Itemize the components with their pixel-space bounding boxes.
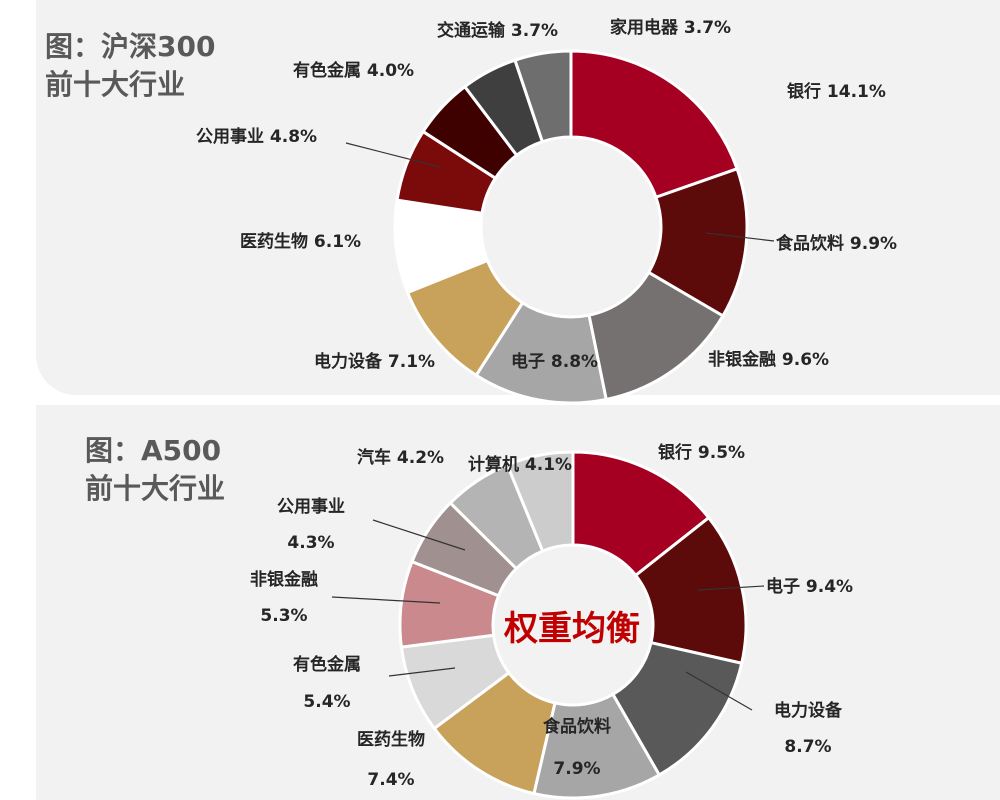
bottom-slice-label-2-1: 8.7%	[784, 737, 831, 757]
bottom-leader-line-5	[388, 667, 456, 677]
bottom-slice-label-6-0: 非银金融	[250, 569, 318, 590]
top-chart-heading: 图：沪深300 前十大行业	[45, 28, 215, 104]
bottom-leader-line-2	[685, 671, 753, 711]
bottom-slice-label-4-0: 医药生物	[357, 729, 425, 750]
top-slice-0	[569, 49, 740, 200]
top-slice-label-4-0: 电力设备 7.1%	[314, 351, 435, 372]
top-slice-label-3-0: 电子 8.8%	[511, 351, 598, 372]
bottom-slice-0	[571, 450, 711, 578]
bottom-slice-1	[633, 515, 748, 666]
bottom-slice-label-7-0: 公用事业	[277, 497, 345, 517]
bottom-slice-label-7-1: 4.3%	[287, 533, 334, 553]
bottom-slice-label-3-0: 食品饮料	[543, 716, 611, 737]
top-leader-line-6	[345, 142, 441, 168]
bottom-slice-2	[610, 640, 744, 778]
top-slice-label-2-0: 非银金融 9.6%	[708, 349, 829, 370]
bottom-leader-line-6	[331, 596, 441, 604]
top-chart-heading-line1: 图：沪深300	[45, 30, 216, 63]
bottom-donut-chart: 银行 9.5% 电子 9.4% 电力设备 8.7% 食品饮料 7.9% 医药生物 7.4% 有色…	[250, 442, 853, 800]
top-slice-label-1-0: 食品饮料 9.9%	[776, 233, 897, 254]
bottom-chart-heading-line1: 图：A500	[85, 434, 222, 467]
top-slice-label-9-0: 家用电器 3.7%	[610, 17, 731, 38]
bottom-slice-label-5-0: 有色金属	[293, 654, 361, 675]
bottom-slice-label-6-1: 5.3%	[260, 606, 307, 626]
bottom-chart-heading: 图：A500 前十大行业	[85, 432, 225, 508]
bottom-slice-9	[505, 450, 575, 553]
bottom-chart-heading-line2: 前十大行业	[85, 472, 226, 505]
top-leader-line-1	[705, 232, 775, 242]
bottom-leader-line-1	[697, 585, 765, 591]
bottom-slice-label-4-1: 7.4%	[367, 770, 414, 790]
bottom-slice-label-5-1: 5.4%	[303, 692, 350, 712]
top-chart-heading-line2: 前十大行业	[45, 68, 186, 101]
bottom-slice-label-3-1: 7.9%	[553, 759, 600, 779]
top-slice-label-6-0: 公用事业 4.8%	[196, 127, 317, 147]
top-donut-chart: 银行 14.1% 食品饮料 9.9% 非银金融 9.6% 电子 8.8% 电力设备 7.…	[196, 17, 897, 405]
bottom-leader-line-7	[372, 519, 466, 551]
top-slice-label-5-0: 医药生物 6.1%	[240, 231, 361, 252]
bottom-slice-label-8-0: 汽车 4.2%	[357, 447, 444, 468]
bottom-chart-center-text: 权重均衡	[503, 609, 640, 649]
top-slice-9	[513, 49, 573, 144]
top-slice-label-7-0: 有色金属 4.0%	[293, 60, 414, 81]
top-slice-label-8-0: 交通运输 3.7%	[437, 20, 558, 41]
bottom-slice-label-0-0: 银行 9.5%	[658, 442, 745, 463]
bottom-slice-label-1-0: 电子 9.4%	[766, 576, 853, 597]
bottom-slice-label-9-0: 计算机 4.1%	[468, 454, 572, 475]
bottom-slice-label-2-0: 电力设备	[774, 700, 843, 721]
top-slice-label-0-0: 银行 14.1%	[787, 81, 886, 102]
